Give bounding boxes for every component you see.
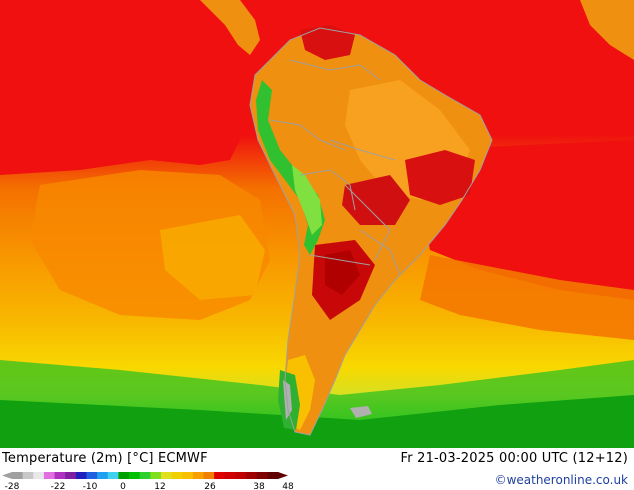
- legend-swatch: [22, 472, 34, 479]
- legend-swatch: [43, 472, 56, 479]
- legend-swatch: [171, 472, 183, 479]
- legend-swatch: [235, 472, 247, 479]
- legend-swatch: [86, 472, 98, 479]
- legend-tick-label: 0: [120, 482, 126, 490]
- south-america-landmass: [250, 25, 492, 435]
- legend-swatch: [139, 472, 151, 479]
- legend-swatch: [12, 472, 24, 479]
- map-footer: Temperature (2m) [°C] ECMWF Fr 21-03-202…: [0, 448, 634, 490]
- legend-swatch: [75, 472, 87, 479]
- legend-swatch: [160, 472, 173, 479]
- map-title: Temperature (2m) [°C] ECMWF: [2, 451, 208, 466]
- legend-swatch: [246, 472, 258, 479]
- legend-tick-label: 26: [204, 482, 216, 490]
- legend-swatch: [182, 472, 194, 479]
- legend-swatch: [107, 472, 119, 479]
- legend-swatch: [33, 472, 45, 479]
- color-legend: -28 -22 -10 0 12 26 38 48: [2, 472, 294, 490]
- legend-swatch: [267, 472, 279, 479]
- legend-tick-label: -10: [83, 482, 98, 490]
- legend-swatch: [65, 472, 77, 479]
- legend-swatch: [224, 472, 236, 479]
- legend-arrow-high: [278, 472, 288, 479]
- legend-swatch: [150, 472, 162, 479]
- country-borders: [249, 27, 493, 436]
- legend-swatch: [54, 472, 66, 479]
- credit-link[interactable]: ©weatheronline.co.uk: [494, 473, 628, 487]
- legend-swatch: [192, 472, 205, 479]
- legend-tick-label: 12: [154, 482, 165, 490]
- legend-swatch: [203, 472, 215, 479]
- valid-time: Fr 21-03-2025 00:00 UTC (12+12): [400, 451, 628, 466]
- temperature-map: [0, 0, 634, 448]
- legend-tick-label: 38: [253, 482, 265, 490]
- legend-swatch: [256, 472, 268, 479]
- legend-swatch: [97, 472, 109, 479]
- central-america: [200, 0, 634, 60]
- legend-tick-label: -22: [51, 482, 66, 490]
- legend-swatch: [118, 472, 130, 479]
- legend-arrow-low: [2, 472, 12, 479]
- legend-tick-label: 48: [282, 482, 294, 490]
- legend-swatch: [214, 472, 226, 479]
- legend-swatch: [129, 472, 141, 479]
- legend-tick-label: -28: [5, 482, 20, 490]
